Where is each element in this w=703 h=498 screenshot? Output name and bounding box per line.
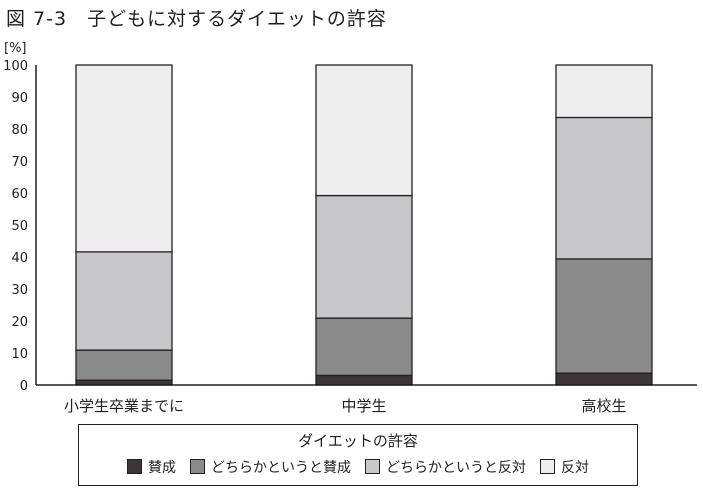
y-tick-label: 20 <box>11 315 28 330</box>
legend-swatch <box>540 459 555 474</box>
bar-segment <box>555 116 653 260</box>
bar-segment <box>315 194 413 319</box>
y-tick-label: 60 <box>11 187 28 202</box>
legend-label: 賛成 <box>148 460 176 476</box>
legend-swatch <box>190 459 205 474</box>
x-tick-label: 中学生 <box>341 397 386 415</box>
y-tick-label: 0 <box>20 379 28 394</box>
y-tick-label: 40 <box>11 251 28 266</box>
bar-segment <box>315 317 413 377</box>
legend-label: どちらかというと賛成 <box>211 460 351 476</box>
legend-label: どちらかというと反対 <box>386 460 526 476</box>
y-tick-label: 50 <box>11 219 28 234</box>
y-tick-label: 30 <box>11 283 28 298</box>
legend-item: どちらかというと反対 <box>365 457 526 477</box>
chart-title: 図 7-3 子どもに対するダイエットの許容 <box>6 8 387 30</box>
y-tick-label: 70 <box>11 155 28 170</box>
y-axis-label: [%] <box>4 41 27 56</box>
bar-segment <box>555 372 653 386</box>
legend-label: 反対 <box>561 460 589 476</box>
bar-segment <box>75 251 173 351</box>
y-tick-label: 90 <box>11 91 28 106</box>
legend-item: どちらかというと賛成 <box>190 457 351 477</box>
y-tick-label: 10 <box>11 347 28 362</box>
x-tick-label: 高校生 <box>581 397 626 415</box>
bar-segment <box>75 64 173 253</box>
y-tick-label: 100 <box>3 59 28 74</box>
legend-swatch <box>365 459 380 474</box>
bar-segment <box>555 258 653 374</box>
bar-segment <box>75 349 173 381</box>
legend: ダイエットの許容 賛成 どちらかというと賛成 どちらかというと反対 反対 <box>78 424 638 486</box>
bar-segment <box>315 374 413 386</box>
legend-item: 賛成 <box>127 457 176 477</box>
legend-item: 反対 <box>540 457 589 477</box>
legend-swatch <box>127 459 142 474</box>
y-tick-label: 80 <box>11 123 28 138</box>
legend-title: ダイエットの許容 <box>298 432 418 450</box>
stacked-bar-chart: [%] 0 10 20 30 40 50 60 70 80 90 100 小学生卒業までに 中学生 高校生 <box>3 41 697 415</box>
x-tick-label: 小学生卒業までに <box>64 397 184 415</box>
bar-segment <box>555 64 653 119</box>
bar-segment <box>315 64 413 197</box>
